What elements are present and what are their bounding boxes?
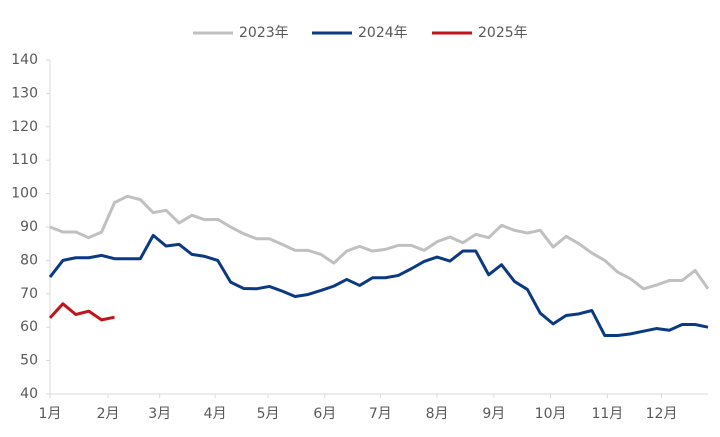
y-tick-label: 50 [20, 353, 38, 369]
line-series [49, 194, 710, 291]
legend-label: 2025年 [478, 25, 528, 41]
x-tick-label: 2月 [97, 406, 120, 422]
x-tick-label: 3月 [148, 406, 171, 422]
y-tick-label: 100 [11, 186, 38, 202]
y-tick-label: 110 [11, 152, 38, 168]
legend-label: 2024年 [358, 25, 408, 41]
y-tick-label: 70 [20, 286, 38, 302]
y-tick-label: 130 [11, 85, 38, 101]
y-tick-label: 140 [11, 52, 38, 68]
x-tick-label: 11月 [591, 406, 623, 422]
line-series [48, 233, 709, 338]
x-tick-label: 6月 [313, 406, 336, 422]
x-tick-label: 1月 [39, 406, 62, 422]
line-series [48, 302, 115, 322]
x-tick-label: 10月 [535, 406, 567, 422]
x-tick-label: 8月 [426, 406, 449, 422]
y-tick-label: 40 [20, 386, 38, 402]
x-tick-label: 7月 [369, 406, 392, 422]
legend-label: 2023年 [239, 25, 289, 41]
x-tick-label: 5月 [257, 406, 280, 422]
y-tick-label: 60 [20, 319, 38, 335]
y-tick-label: 120 [11, 119, 38, 135]
y-tick-label: 90 [20, 219, 38, 235]
x-tick-label: 9月 [482, 406, 505, 422]
x-tick-label: 4月 [204, 406, 227, 422]
y-tick-label: 80 [20, 252, 38, 268]
x-tick-label: 12月 [646, 406, 678, 422]
